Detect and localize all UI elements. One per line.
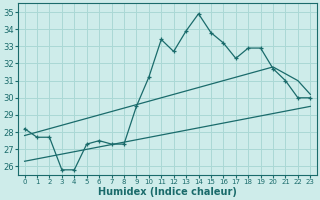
X-axis label: Humidex (Indice chaleur): Humidex (Indice chaleur) xyxy=(98,187,237,197)
